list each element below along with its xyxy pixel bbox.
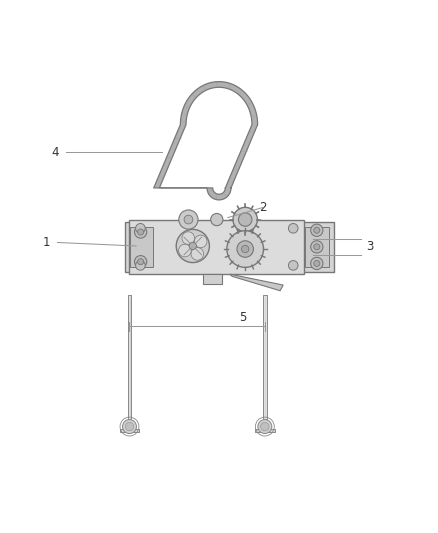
Circle shape (261, 422, 269, 431)
Circle shape (136, 223, 145, 233)
Circle shape (176, 229, 209, 263)
Circle shape (125, 422, 134, 431)
Circle shape (184, 215, 193, 224)
Circle shape (258, 419, 272, 433)
Circle shape (191, 247, 204, 260)
Circle shape (179, 210, 198, 229)
Polygon shape (154, 82, 258, 200)
Bar (131, 227, 152, 266)
Circle shape (138, 229, 144, 235)
Circle shape (237, 241, 254, 257)
Bar (300, 222, 334, 272)
Circle shape (288, 223, 298, 233)
Circle shape (314, 261, 320, 266)
Bar (127, 295, 131, 419)
Circle shape (189, 243, 197, 249)
Circle shape (179, 244, 191, 257)
Circle shape (134, 256, 147, 268)
Circle shape (136, 261, 145, 270)
Circle shape (311, 241, 323, 253)
Bar (130, 220, 304, 274)
Circle shape (138, 259, 144, 265)
Text: 2: 2 (259, 201, 266, 214)
Bar (120, 429, 139, 432)
Text: 3: 3 (366, 240, 373, 253)
Circle shape (241, 245, 249, 253)
Circle shape (314, 227, 320, 233)
Circle shape (233, 207, 258, 232)
Bar (255, 429, 275, 432)
Circle shape (211, 213, 223, 225)
Bar (263, 295, 267, 419)
Circle shape (182, 232, 194, 245)
Polygon shape (230, 274, 283, 290)
Text: 1: 1 (43, 236, 50, 249)
Bar (305, 227, 328, 266)
Circle shape (194, 235, 207, 248)
Circle shape (311, 224, 323, 236)
Circle shape (238, 213, 252, 227)
Text: 4: 4 (52, 146, 59, 159)
Circle shape (134, 226, 147, 238)
Circle shape (227, 231, 264, 268)
Circle shape (288, 261, 298, 270)
Circle shape (311, 257, 323, 270)
Text: 5: 5 (239, 311, 247, 324)
Bar (203, 274, 222, 284)
Bar (125, 222, 158, 272)
Circle shape (314, 244, 320, 250)
Circle shape (123, 419, 137, 433)
